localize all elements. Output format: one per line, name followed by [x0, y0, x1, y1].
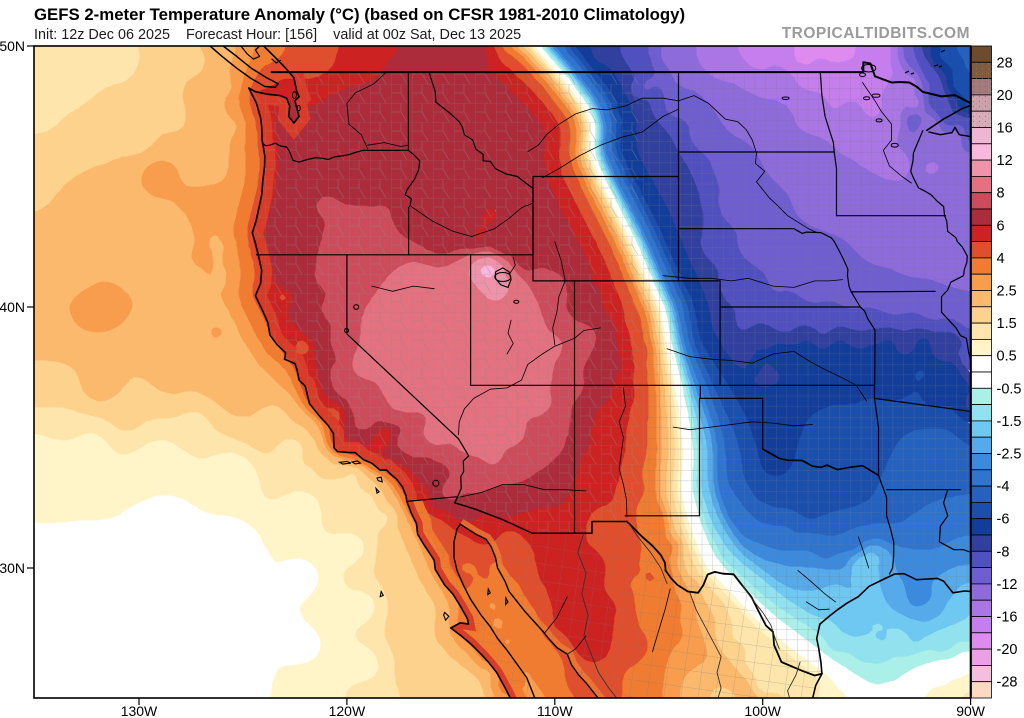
- svg-text:1.5: 1.5: [997, 316, 1017, 332]
- svg-text:-12: -12: [997, 577, 1018, 593]
- svg-text:-28: -28: [997, 675, 1018, 691]
- svg-text:130W: 130W: [121, 703, 158, 718]
- svg-text:100W: 100W: [744, 703, 781, 718]
- svg-text:TROPICALTIDBITS.COM: TROPICALTIDBITS.COM: [782, 25, 970, 42]
- svg-text:2.5: 2.5: [997, 284, 1017, 300]
- svg-text:Init: 12z Dec 06 2025 Forec: Init: 12z Dec 06 2025 Forecast Hour: [15…: [34, 27, 521, 43]
- svg-text:110W: 110W: [537, 703, 573, 718]
- svg-text:4: 4: [997, 251, 1005, 267]
- svg-text:6: 6: [997, 218, 1005, 234]
- svg-text:12: 12: [997, 153, 1013, 169]
- svg-text:8: 8: [997, 186, 1005, 202]
- svg-text:0.5: 0.5: [997, 349, 1017, 365]
- svg-text:40N: 40N: [0, 299, 25, 315]
- svg-text:90W: 90W: [956, 703, 986, 718]
- svg-text:-16: -16: [997, 610, 1018, 626]
- svg-text:20: 20: [997, 88, 1013, 104]
- svg-text:120W: 120W: [329, 703, 366, 718]
- svg-text:-6: -6: [997, 512, 1010, 528]
- svg-text:-1.5: -1.5: [997, 414, 1022, 430]
- svg-text:-0.5: -0.5: [997, 381, 1022, 397]
- svg-text:16: 16: [997, 121, 1013, 137]
- svg-text:-2.5: -2.5: [997, 447, 1022, 463]
- svg-text:GEFS 2-meter Temperature Anoma: GEFS 2-meter Temperature Anomaly (°C) (b…: [34, 5, 685, 24]
- svg-text:-4: -4: [997, 479, 1010, 495]
- svg-text:-8: -8: [997, 544, 1010, 560]
- svg-text:50N: 50N: [0, 38, 25, 54]
- svg-text:-20: -20: [997, 642, 1018, 658]
- svg-text:30N: 30N: [0, 560, 25, 576]
- svg-text:28: 28: [997, 55, 1013, 71]
